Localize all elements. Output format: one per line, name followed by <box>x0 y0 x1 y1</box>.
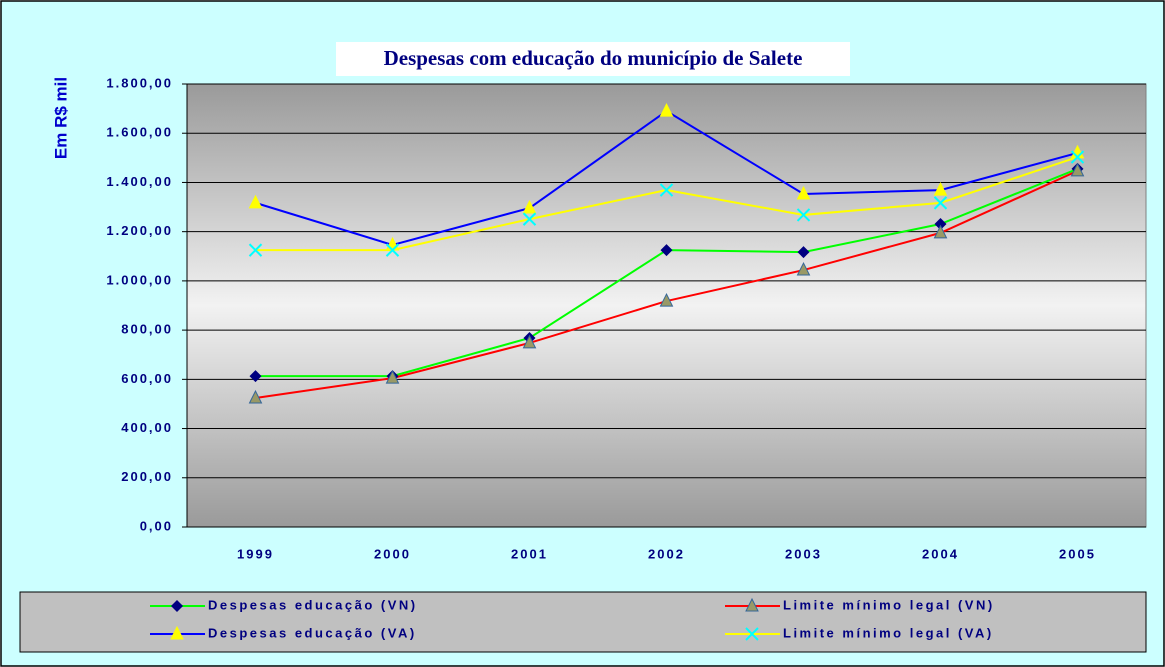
legend-marker <box>170 625 184 640</box>
data-point <box>659 292 674 307</box>
legend-marker <box>745 627 759 641</box>
title-box <box>336 42 850 76</box>
x-tick-label: 2004 <box>922 546 959 561</box>
data-point <box>385 369 400 384</box>
legend-label: Limite mínimo legal (VN) <box>783 597 995 612</box>
y-tick-label: 0,00 <box>140 518 173 533</box>
data-point <box>249 370 262 383</box>
data-point <box>1070 150 1085 164</box>
legend-box <box>19 591 1147 653</box>
x-tick-label: 2003 <box>785 546 822 561</box>
data-point <box>797 246 810 259</box>
legend-label: Despesas educação (VA) <box>208 625 417 640</box>
y-tick-label: 1.000,00 <box>106 272 173 287</box>
data-point <box>933 181 948 196</box>
legend-marker <box>745 597 759 612</box>
data-point <box>522 334 537 349</box>
data-point <box>796 261 811 276</box>
data-point <box>248 194 263 209</box>
y-axis-label: Em R$ mil <box>51 77 70 159</box>
legend-label: Limite mínimo legal (VA) <box>783 625 994 640</box>
data-point <box>933 224 948 239</box>
data-point <box>385 243 400 257</box>
data-point <box>659 102 674 117</box>
legend-label: Despesas educação (VN) <box>208 597 418 612</box>
y-tick-label: 1.200,00 <box>106 223 173 238</box>
x-tick-label: 2002 <box>648 546 685 561</box>
data-point <box>660 244 673 257</box>
data-point <box>796 185 811 200</box>
y-tick-label: 1.400,00 <box>106 174 173 189</box>
legend-marker <box>171 600 183 612</box>
data-point <box>796 208 811 222</box>
x-tick-label: 2001 <box>511 546 548 561</box>
x-tick-label: 1999 <box>237 546 274 561</box>
data-point <box>248 389 263 404</box>
y-tick-label: 400,00 <box>121 420 173 435</box>
data-point <box>248 243 263 257</box>
y-tick-label: 200,00 <box>121 469 173 484</box>
data-point <box>522 212 537 226</box>
data-point <box>1070 162 1085 177</box>
y-tick-label: 800,00 <box>121 322 173 337</box>
chart-title: Despesas com educação do município de Sa… <box>384 46 803 70</box>
x-tick-label: 2000 <box>374 546 411 561</box>
y-tick-label: 1.600,00 <box>106 125 173 140</box>
data-point <box>934 218 947 231</box>
y-tick-label: 1.800,00 <box>106 75 173 90</box>
data-point <box>933 196 948 210</box>
data-point <box>659 183 674 197</box>
x-tick-label: 2005 <box>1059 546 1096 561</box>
data-point <box>522 199 537 214</box>
y-tick-label: 600,00 <box>121 371 173 386</box>
